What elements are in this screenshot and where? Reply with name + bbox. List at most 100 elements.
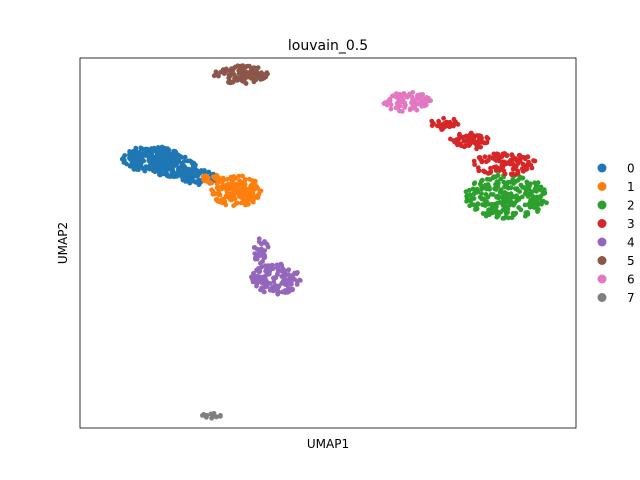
point-cluster-3	[451, 123, 456, 129]
point-cluster-2	[504, 181, 510, 187]
point-cluster-2	[538, 184, 544, 190]
point-cluster-3	[510, 166, 516, 172]
point-cluster-2	[525, 210, 530, 215]
point-cluster-2	[480, 177, 485, 183]
point-cluster-5	[248, 65, 254, 71]
point-cluster-2	[519, 194, 525, 200]
point-cluster-5	[257, 75, 263, 80]
point-cluster-1	[238, 179, 244, 185]
point-cluster-0	[150, 147, 155, 152]
point-cluster-1	[246, 195, 252, 201]
point-cluster-1	[201, 177, 207, 182]
point-cluster-3	[488, 165, 493, 171]
point-cluster-4	[287, 277, 293, 282]
point-cluster-3	[481, 168, 486, 174]
point-cluster-5	[238, 67, 244, 72]
point-cluster-4	[254, 256, 260, 262]
point-cluster-0	[131, 166, 137, 172]
point-cluster-1	[237, 194, 242, 199]
point-cluster-3	[475, 165, 481, 171]
point-cluster-2	[475, 201, 481, 207]
legend-marker-6	[597, 274, 607, 284]
point-cluster-4	[259, 241, 264, 247]
point-cluster-4	[289, 281, 294, 287]
point-cluster-1	[239, 188, 245, 193]
point-cluster-3	[467, 132, 473, 138]
point-cluster-6	[386, 100, 392, 105]
point-cluster-6	[410, 90, 416, 95]
point-cluster-2	[535, 202, 540, 208]
point-cluster-3	[493, 158, 499, 163]
series-0	[119, 144, 217, 188]
legend-label-5: 5	[627, 254, 635, 268]
point-cluster-0	[159, 144, 165, 150]
point-cluster-3	[516, 152, 522, 158]
point-cluster-3	[462, 143, 468, 149]
point-cluster-4	[259, 246, 264, 252]
point-cluster-4	[268, 263, 274, 269]
point-cluster-0	[168, 156, 174, 162]
legend-label-4: 4	[627, 236, 635, 250]
point-cluster-4	[264, 283, 270, 289]
plot-frame	[79, 57, 577, 429]
point-cluster-2	[537, 195, 542, 200]
point-cluster-1	[251, 178, 257, 184]
point-cluster-5	[229, 66, 235, 71]
point-cluster-0	[168, 172, 174, 178]
point-cluster-4	[255, 280, 260, 285]
point-cluster-6	[419, 103, 425, 109]
point-cluster-2	[464, 193, 470, 199]
point-cluster-4	[271, 284, 277, 289]
point-cluster-0	[186, 175, 191, 181]
point-cluster-0	[130, 153, 136, 159]
point-cluster-0	[172, 149, 178, 154]
point-cluster-2	[486, 185, 492, 191]
point-cluster-1	[247, 176, 252, 182]
point-cluster-2	[530, 194, 536, 200]
point-cluster-4	[262, 252, 267, 258]
point-cluster-0	[157, 172, 163, 178]
legend-label-1: 1	[627, 180, 635, 194]
point-cluster-2	[496, 194, 501, 200]
point-cluster-2	[544, 200, 549, 206]
point-cluster-0	[179, 154, 184, 160]
series-1	[200, 172, 264, 209]
point-cluster-3	[513, 172, 519, 177]
legend: 0 1 2 3 4 5 6 7	[597, 162, 635, 305]
point-cluster-4	[294, 270, 300, 276]
point-cluster-3	[461, 138, 467, 144]
point-cluster-1	[231, 194, 237, 200]
point-cluster-0	[187, 169, 193, 174]
point-cluster-4	[267, 281, 273, 286]
point-cluster-0	[164, 171, 170, 176]
point-cluster-1	[258, 188, 264, 194]
point-cluster-3	[441, 115, 446, 121]
point-cluster-3	[481, 140, 487, 146]
point-cluster-0	[175, 157, 181, 163]
point-cluster-0	[143, 164, 149, 170]
point-cluster-2	[498, 187, 504, 193]
point-cluster-1	[214, 185, 220, 191]
point-cluster-0	[141, 158, 147, 164]
point-cluster-2	[492, 201, 498, 207]
point-cluster-1	[244, 202, 250, 207]
point-cluster-1	[238, 200, 244, 206]
point-cluster-5	[226, 79, 231, 85]
point-cluster-6	[393, 94, 399, 100]
point-cluster-3	[502, 159, 507, 165]
legend-label-6: 6	[627, 273, 635, 287]
point-cluster-4	[275, 263, 281, 269]
point-cluster-3	[470, 139, 475, 145]
point-cluster-4	[271, 276, 277, 281]
point-cluster-0	[134, 154, 140, 160]
series-5	[211, 63, 270, 86]
point-cluster-4	[275, 291, 281, 296]
point-cluster-1	[255, 195, 261, 200]
point-cluster-1	[240, 173, 245, 179]
point-cluster-6	[400, 96, 406, 102]
legend-marker-5	[597, 256, 607, 265]
point-cluster-3	[525, 162, 531, 168]
point-cluster-2	[541, 191, 547, 196]
legend-marker-0	[597, 163, 607, 173]
point-cluster-3	[509, 152, 515, 158]
